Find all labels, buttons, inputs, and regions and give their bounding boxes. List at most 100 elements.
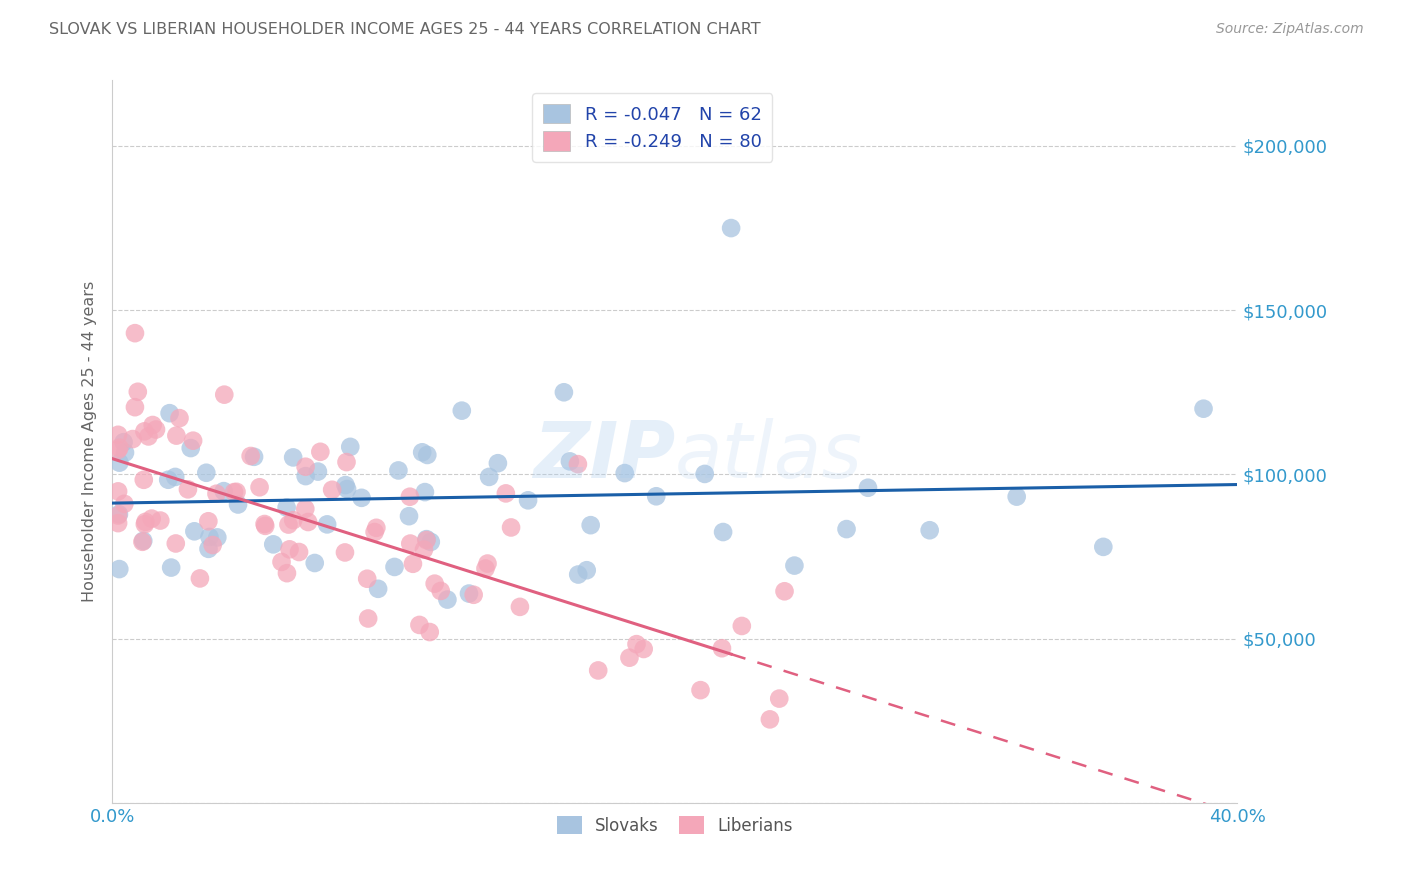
Point (198, 530, 221, 544)
Point (619, 650, 641, 665)
Point (253, 516, 276, 531)
Point (239, 449, 262, 463)
Point (107, 427, 129, 442)
Point (1192, 401, 1215, 416)
Point (350, 491, 373, 505)
Point (121, 432, 143, 446)
Point (363, 524, 385, 539)
Point (270, 555, 292, 569)
Point (145, 423, 167, 437)
Point (276, 500, 298, 515)
Point (278, 542, 301, 557)
Point (366, 521, 388, 535)
Point (134, 515, 156, 529)
Point (731, 619, 754, 633)
Point (450, 403, 472, 417)
Point (160, 560, 183, 574)
Point (333, 545, 356, 559)
Point (142, 417, 165, 432)
Point (283, 513, 305, 527)
Point (225, 484, 247, 499)
Point (710, 641, 733, 656)
Point (207, 530, 229, 544)
Point (399, 536, 422, 550)
Point (276, 566, 298, 581)
Point (165, 428, 187, 442)
Point (367, 582, 389, 596)
Point (294, 501, 316, 516)
Point (197, 541, 219, 556)
Point (495, 486, 517, 500)
Point (183, 524, 205, 539)
Point (149, 514, 172, 528)
Point (458, 586, 481, 600)
Point (384, 560, 406, 574)
Point (124, 400, 146, 414)
Point (108, 441, 131, 455)
Point (169, 411, 191, 425)
Point (197, 514, 219, 528)
Point (321, 483, 343, 497)
Point (416, 448, 439, 462)
Y-axis label: Householder Income Ages 25 - 44 years: Householder Income Ages 25 - 44 years (82, 281, 97, 602)
Point (586, 664, 609, 678)
Point (918, 523, 941, 537)
Point (205, 486, 228, 500)
Point (436, 592, 458, 607)
Point (711, 524, 734, 539)
Point (114, 445, 136, 459)
Point (645, 489, 668, 503)
Point (413, 485, 436, 500)
Point (195, 466, 218, 480)
Text: ZIP: ZIP (533, 418, 675, 494)
Point (134, 425, 156, 439)
Point (626, 637, 648, 651)
Point (316, 517, 339, 532)
Point (477, 557, 499, 571)
Point (335, 478, 357, 492)
Point (277, 517, 299, 532)
Point (415, 533, 437, 548)
Point (579, 518, 602, 533)
Point (1092, 540, 1115, 554)
Point (689, 683, 711, 698)
Point (423, 576, 446, 591)
Point (633, 642, 655, 657)
Legend: Slovaks, Liberians: Slovaks, Liberians (550, 809, 800, 841)
Point (558, 454, 581, 468)
Point (181, 434, 204, 448)
Point (309, 445, 332, 459)
Point (107, 508, 129, 523)
Point (262, 537, 284, 551)
Point (335, 455, 357, 469)
Point (288, 545, 311, 559)
Point (127, 384, 149, 399)
Point (297, 515, 319, 529)
Point (283, 450, 305, 465)
Point (357, 611, 380, 625)
Point (720, 221, 742, 235)
Point (759, 712, 782, 726)
Point (214, 387, 236, 401)
Point (124, 326, 146, 341)
Point (157, 473, 180, 487)
Point (509, 599, 531, 614)
Point (188, 571, 211, 585)
Point (499, 520, 522, 534)
Point (307, 465, 329, 479)
Point (478, 470, 501, 484)
Text: atlas: atlas (675, 418, 863, 494)
Point (304, 556, 326, 570)
Point (294, 469, 316, 483)
Point (107, 484, 129, 499)
Point (108, 562, 131, 576)
Point (413, 542, 436, 557)
Point (165, 536, 187, 550)
Point (107, 516, 129, 530)
Point (387, 463, 409, 477)
Text: Source: ZipAtlas.com: Source: ZipAtlas.com (1216, 22, 1364, 37)
Point (107, 442, 129, 457)
Point (398, 509, 420, 524)
Point (613, 466, 636, 480)
Point (249, 480, 271, 494)
